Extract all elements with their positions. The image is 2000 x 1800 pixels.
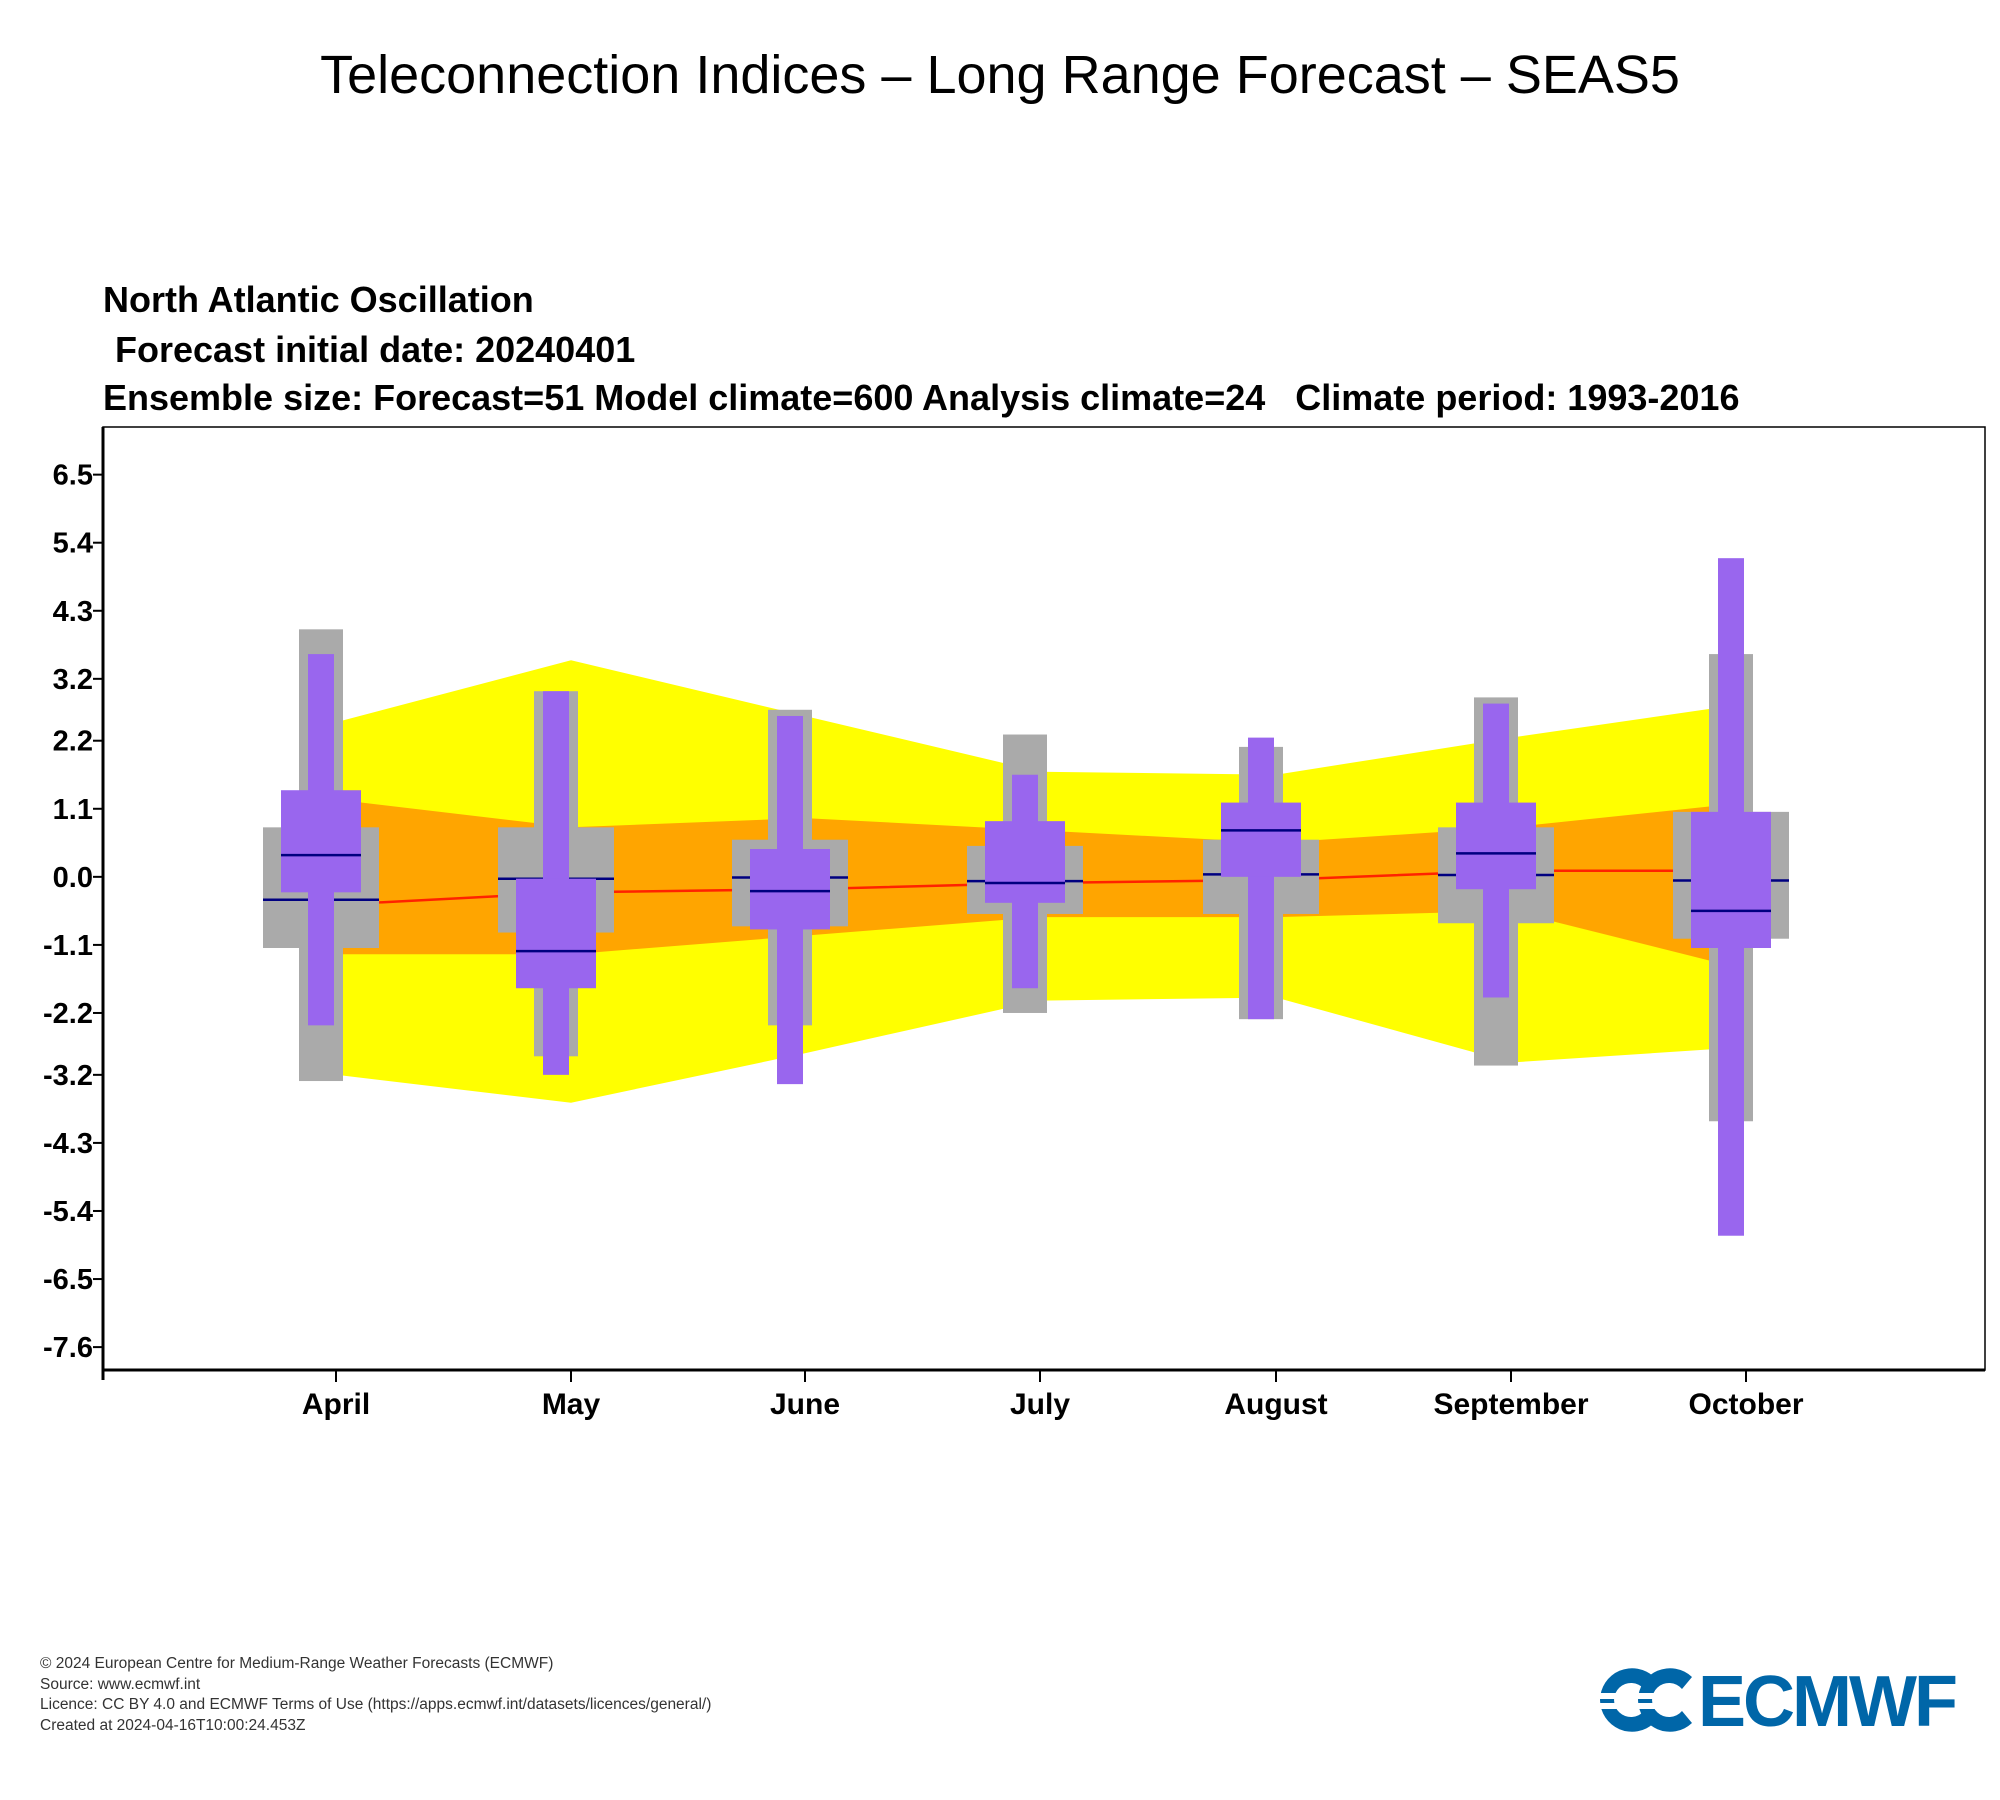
month-group-april [263, 629, 379, 1082]
footer-source: Source: www.ecmwf.int [40, 1675, 201, 1693]
footer-copyright: © 2024 European Centre for Medium-Range … [40, 1655, 554, 1672]
x-tick-label: September [1433, 1388, 1588, 1421]
month-group-june [732, 709, 848, 1085]
month-group-may [498, 691, 614, 1075]
x-tick-label: May [542, 1388, 601, 1421]
footer-licence: Licence: CC BY 4.0 and ECMWF Terms of Us… [40, 1696, 712, 1713]
forecast-box-august [1221, 802, 1301, 877]
y-tick-label: 3.2 [53, 664, 93, 696]
y-tick-label: 1.1 [53, 794, 93, 826]
y-tick-label: -3.2 [43, 1060, 93, 1092]
forecast-box-june [750, 848, 830, 930]
x-tick-label: August [1224, 1388, 1327, 1421]
page-title: Teleconnection Indices – Long Range Fore… [320, 45, 1680, 105]
y-tick-label: 5.4 [53, 528, 93, 560]
month-group-october [1673, 558, 1789, 1236]
y-tick-label: -5.4 [43, 1196, 93, 1228]
plot-area [101, 426, 1986, 1380]
y-tick-label: -6.5 [43, 1264, 93, 1296]
y-tick-label: 4.3 [53, 596, 93, 628]
y-tick-label: -7.6 [43, 1332, 93, 1364]
forecast-box-september [1456, 802, 1536, 890]
y-tick-label: 6.5 [53, 460, 93, 492]
footer: © 2024 European Centre for Medium-Range … [40, 1654, 711, 1736]
chart-subtitle-initial-date: Forecast initial date: 20240401 [115, 329, 635, 370]
x-axis: April May June July August September October [302, 1370, 1804, 1421]
y-tick-label: -4.3 [43, 1128, 93, 1160]
x-tick-label: October [1688, 1388, 1803, 1421]
ecmwf-logo: ECMWF [1598, 1662, 1959, 1740]
y-tick-label: -2.2 [43, 998, 93, 1030]
month-group-august [1203, 737, 1319, 1020]
chart-title: North Atlantic Oscillation [103, 279, 534, 320]
ecmwf-logo-text: ECMWF [1698, 1662, 1956, 1740]
y-tick-label: 2.2 [53, 726, 93, 758]
x-tick-label: July [1010, 1388, 1070, 1421]
chart-subtitle-ensemble: Ensemble size: Forecast=51 Model climate… [103, 377, 1739, 418]
x-tick-label: June [770, 1388, 840, 1421]
y-tick-label: 0.0 [53, 862, 93, 894]
forecast-whisker-august [1248, 737, 1274, 1020]
ecmwf-logo-mark [1598, 1668, 1692, 1732]
forecast-box-july [985, 821, 1065, 903]
month-group-july [967, 734, 1083, 1013]
y-axis: 6.5 5.4 4.3 3.2 2.2 1.1 0.0 -1.1 -2.2 -3.2 -4.3 -5.… [43, 460, 103, 1364]
forecast-box-october [1691, 811, 1771, 949]
x-tick-label: April [302, 1388, 370, 1421]
y-tick-label: -1.1 [43, 930, 93, 962]
month-group-september [1438, 697, 1554, 1066]
footer-created: Created at 2024-04-16T10:00:24.453Z [40, 1716, 306, 1734]
forecast-box-april [281, 790, 361, 893]
forecast-box-may [516, 878, 596, 989]
